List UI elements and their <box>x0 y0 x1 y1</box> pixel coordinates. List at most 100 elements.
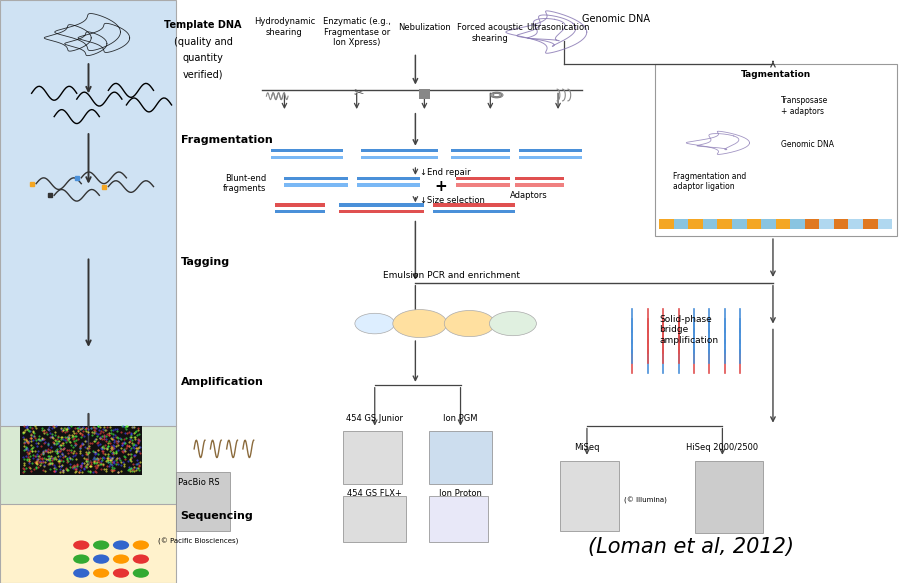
Bar <box>658 219 673 229</box>
Bar <box>833 219 848 229</box>
Bar <box>695 461 762 533</box>
Bar <box>456 183 510 187</box>
Ellipse shape <box>489 311 536 336</box>
Bar <box>862 219 877 229</box>
Bar <box>716 219 732 229</box>
Bar <box>775 219 789 229</box>
Bar <box>356 177 417 181</box>
Bar <box>361 156 437 159</box>
Bar <box>848 219 862 229</box>
Ellipse shape <box>113 540 129 550</box>
Text: Genomic DNA: Genomic DNA <box>780 140 833 149</box>
Bar <box>338 203 424 207</box>
Bar <box>760 219 775 229</box>
Bar <box>456 177 510 181</box>
Bar <box>456 177 510 181</box>
Ellipse shape <box>73 540 89 550</box>
Bar <box>0 504 176 583</box>
Bar <box>514 183 564 187</box>
Text: verified): verified) <box>183 69 223 79</box>
Text: (quality and: (quality and <box>173 37 233 47</box>
Text: quantity: quantity <box>182 53 224 63</box>
Bar <box>271 156 343 159</box>
Text: Ultrasonication: Ultrasonication <box>526 23 589 32</box>
Text: Ion PGM: Ion PGM <box>443 414 477 423</box>
Bar <box>746 219 760 229</box>
Text: (© Illumina): (© Illumina) <box>623 497 667 504</box>
Text: 454 GS Junior: 454 GS Junior <box>345 414 403 423</box>
Ellipse shape <box>133 568 149 578</box>
Bar <box>451 156 510 159</box>
Ellipse shape <box>73 554 89 564</box>
Text: (© Pacific Biosciences): (© Pacific Biosciences) <box>158 538 239 545</box>
Text: (Loman et al, 2012): (Loman et al, 2012) <box>587 537 793 557</box>
Bar <box>519 149 582 152</box>
Ellipse shape <box>133 554 149 564</box>
Text: Sequencing: Sequencing <box>180 511 253 521</box>
Text: ↓Size selection: ↓Size selection <box>419 196 484 205</box>
Text: Forced acoustic
shearing: Forced acoustic shearing <box>457 23 522 43</box>
Text: ↓End repair: ↓End repair <box>419 168 470 177</box>
Bar <box>356 183 419 187</box>
Text: Tagging: Tagging <box>180 257 229 268</box>
Bar <box>428 496 487 542</box>
Bar <box>419 89 429 99</box>
Bar <box>673 219 687 229</box>
Text: MiSeq: MiSeq <box>574 443 599 452</box>
Text: Enzymatic (e.g.,
Fragmentase or
Ion Xpress): Enzymatic (e.g., Fragmentase or Ion Xpre… <box>322 17 391 47</box>
Bar <box>789 219 804 229</box>
Bar <box>519 156 582 159</box>
Text: Amplification: Amplification <box>180 377 263 387</box>
Bar <box>514 177 564 181</box>
Text: Fragmentation: Fragmentation <box>180 135 272 145</box>
Ellipse shape <box>93 554 109 564</box>
Text: PacBio RS: PacBio RS <box>178 478 219 487</box>
Bar <box>0 0 176 426</box>
Bar <box>818 219 833 229</box>
Ellipse shape <box>133 540 149 550</box>
Ellipse shape <box>354 313 394 334</box>
Bar <box>343 431 401 484</box>
Ellipse shape <box>93 540 109 550</box>
Text: Hydrodynamic
shearing: Hydrodynamic shearing <box>253 17 315 37</box>
Text: Tagmentation: Tagmentation <box>740 70 810 79</box>
Ellipse shape <box>73 568 89 578</box>
Bar <box>687 219 702 229</box>
Bar <box>343 496 406 542</box>
Bar <box>176 472 230 531</box>
Ellipse shape <box>113 554 129 564</box>
Text: Transposase
+ adaptors: Transposase + adaptors <box>780 96 827 115</box>
Bar <box>356 177 419 181</box>
Bar <box>338 209 424 213</box>
Text: Adaptors: Adaptors <box>510 191 548 200</box>
Bar <box>804 219 818 229</box>
Ellipse shape <box>444 311 494 336</box>
Text: 454 GS FLX+: 454 GS FLX+ <box>347 490 401 498</box>
Bar <box>514 177 564 181</box>
Text: ✂: ✂ <box>353 87 364 100</box>
Bar <box>284 177 347 181</box>
Bar <box>559 461 618 531</box>
Text: Emulsion PCR and enrichment: Emulsion PCR and enrichment <box>382 271 520 280</box>
Bar <box>284 177 345 181</box>
Bar <box>433 209 514 213</box>
Bar <box>433 203 514 207</box>
Bar <box>284 183 345 187</box>
Bar <box>514 183 564 187</box>
Ellipse shape <box>93 568 109 578</box>
Bar <box>0 0 176 583</box>
Bar <box>356 183 417 187</box>
Bar <box>428 431 492 484</box>
Bar <box>732 219 746 229</box>
Bar <box>456 183 510 187</box>
Bar <box>20 426 142 475</box>
Bar <box>275 203 325 207</box>
Text: Template DNA: Template DNA <box>164 20 242 30</box>
Text: Fragmentation and
adaptor ligation: Fragmentation and adaptor ligation <box>672 172 745 191</box>
Text: Genomic DNA: Genomic DNA <box>582 13 649 24</box>
Bar <box>451 149 510 152</box>
Bar <box>275 209 325 213</box>
Bar <box>0 426 176 504</box>
Text: Nebulization: Nebulization <box>398 23 450 32</box>
Text: HiSeq 2000/2500: HiSeq 2000/2500 <box>686 443 758 452</box>
